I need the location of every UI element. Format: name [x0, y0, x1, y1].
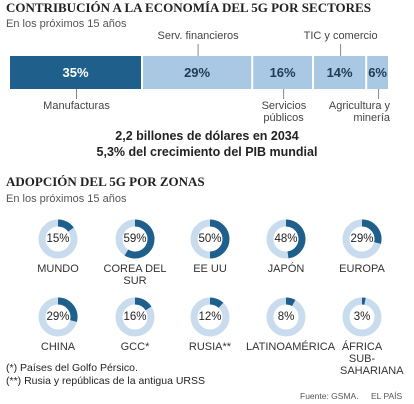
donut-arc [57, 219, 74, 232]
value-label: 15% [46, 233, 70, 245]
value-label: 29% [46, 311, 70, 323]
series-label: Servicios públicos [261, 100, 307, 124]
donut-arc [134, 297, 152, 311]
value-label: 48% [274, 233, 298, 245]
bar-segment [253, 56, 312, 89]
category-label: ÁFRICA SUB-SAHARIANA [340, 341, 404, 377]
value-label: 35% [62, 64, 89, 80]
value-label: 50% [198, 233, 222, 245]
category-label: LATINOAMÉRICA [246, 341, 336, 353]
value-label: 14% [326, 64, 353, 80]
note: (**) Rusia y repúblicas de la antigua UR… [6, 375, 206, 387]
value-label: 3% [353, 311, 371, 323]
donut-arc [285, 297, 296, 307]
note: (*) Países del Golfo Pérsico. [6, 362, 138, 374]
subtitle: En los próximos 15 años [6, 193, 127, 205]
annotation: 2,2 billones de dólares en 2034 [115, 129, 299, 143]
value-label: 6% [368, 64, 387, 80]
title: ADOPCIÓN DEL 5G POR ZONAS [6, 174, 205, 189]
category-label: EE UU [193, 263, 227, 275]
category-label: CHINA [40, 341, 76, 353]
annotation: 5,3% del crecimiento del PIB mundial [96, 145, 318, 159]
bar-segment [10, 56, 141, 89]
title: CONTRIBUCIÓN A LA ECONOMÍA DEL 5G POR SE… [6, 0, 371, 15]
bar-segment [367, 56, 388, 89]
donut-arc [361, 219, 382, 244]
bar-segment [143, 56, 252, 89]
donut-arc [57, 297, 78, 322]
donut-arc [209, 297, 224, 309]
category-label: GCC* [120, 341, 150, 353]
series-label: Agricultura y minería [328, 100, 390, 124]
source: Fuente: GSMA. [300, 391, 359, 401]
series-label: TIC y comercio [303, 30, 378, 42]
category-label: MUNDO [37, 263, 79, 275]
category-label: JAPÓN [267, 263, 305, 275]
category-label: EUROPA [339, 263, 385, 275]
donut-arc [285, 219, 306, 259]
category-label: COREA DEL SUR [103, 263, 167, 287]
value-label: 12% [198, 311, 222, 323]
bar-segment [314, 56, 366, 89]
value-label: 29% [184, 64, 211, 80]
donut-arc [124, 219, 155, 259]
donut-arc [209, 219, 230, 259]
category-label: RUSIA** [188, 341, 232, 353]
publisher: EL PAÍS [371, 391, 403, 401]
value-label: 29% [350, 233, 374, 245]
value-label: 16% [123, 311, 147, 323]
series-label: Serv. financieros [157, 30, 239, 42]
value-label: 59% [123, 233, 147, 245]
subtitle: En los próximos 15 años [6, 18, 127, 30]
value-label: 16% [269, 64, 296, 80]
value-label: 8% [277, 311, 295, 323]
series-label: Manufacturas [43, 100, 110, 112]
